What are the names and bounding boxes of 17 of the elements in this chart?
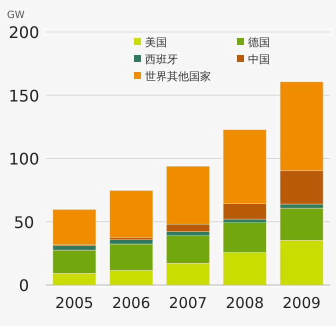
y-tick-label: 0 bbox=[18, 276, 30, 295]
y-tick-label: 150 bbox=[8, 86, 40, 106]
legend-label: 西班牙 bbox=[145, 53, 178, 66]
legend-label: 德国 bbox=[248, 36, 270, 49]
y-tick-label: 50 bbox=[14, 212, 34, 232]
x-tick-label: 2006 bbox=[112, 294, 150, 312]
x-tick-label: 2007 bbox=[168, 294, 208, 312]
x-tick-label: 2008 bbox=[226, 294, 264, 312]
y-tick-label: 200 bbox=[8, 23, 40, 42]
legend-label: 中国 bbox=[248, 53, 270, 66]
bar bbox=[110, 190, 153, 238]
y-tick-label: 100 bbox=[8, 150, 40, 168]
legend-label: 世界其他国家 bbox=[145, 70, 211, 83]
legend-label: 美国 bbox=[145, 36, 167, 49]
x-tick-label: 2009 bbox=[282, 294, 321, 312]
y-axis-title: GW bbox=[7, 10, 25, 21]
x-tick-label: 2005 bbox=[55, 294, 94, 312]
